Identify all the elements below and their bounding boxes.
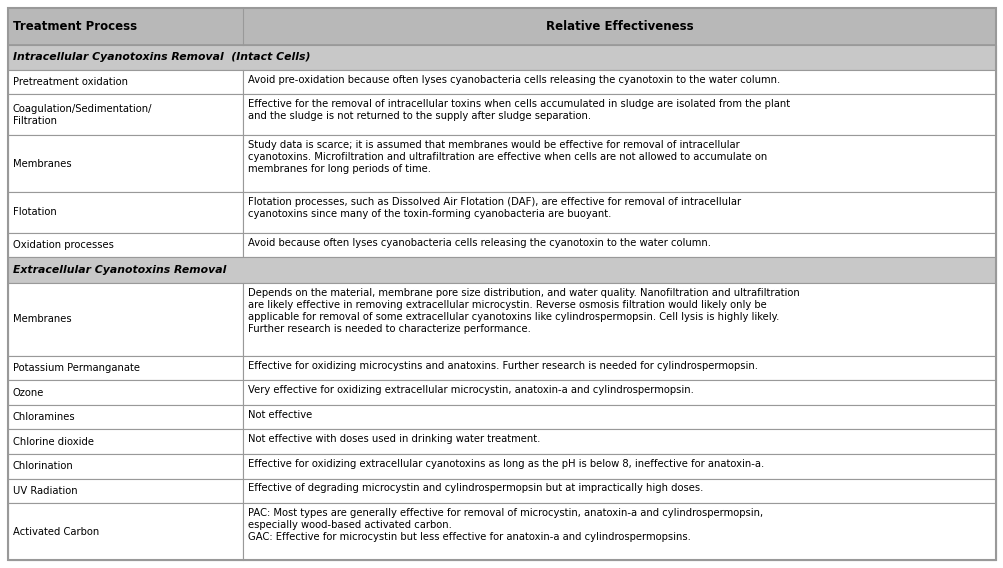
Text: Membranes: Membranes xyxy=(13,314,71,324)
Bar xyxy=(243,135,995,192)
Bar xyxy=(8,478,243,503)
Bar xyxy=(243,233,995,257)
Bar xyxy=(8,405,243,429)
Text: PAC: Most types are generally effective for removal of microcystin, anatoxin-a a: PAC: Most types are generally effective … xyxy=(248,508,762,542)
Text: Effective for the removal of intracellular toxins when cells accumulated in slud: Effective for the removal of intracellul… xyxy=(248,99,789,122)
Bar xyxy=(243,478,995,503)
Bar xyxy=(243,283,995,356)
Text: Oxidation processes: Oxidation processes xyxy=(13,240,113,250)
Text: Chlorination: Chlorination xyxy=(13,461,73,471)
Bar xyxy=(243,429,995,454)
Bar xyxy=(243,454,995,478)
Text: Membranes: Membranes xyxy=(13,158,71,169)
Text: Potassium Permanganate: Potassium Permanganate xyxy=(13,363,139,373)
Bar xyxy=(8,233,243,257)
Text: Study data is scarce; it is assumed that membranes would be effective for remova: Study data is scarce; it is assumed that… xyxy=(248,140,766,174)
Text: Avoid pre-oxidation because often lyses cyanobacteria cells releasing the cyanot: Avoid pre-oxidation because often lyses … xyxy=(248,75,779,85)
Bar xyxy=(243,356,995,380)
Text: Ozone: Ozone xyxy=(13,387,44,398)
Bar xyxy=(243,192,995,233)
Text: Activated Carbon: Activated Carbon xyxy=(13,527,99,537)
Text: Flotation processes, such as Dissolved Air Flotation (DAF), are effective for re: Flotation processes, such as Dissolved A… xyxy=(248,197,740,219)
Bar xyxy=(8,94,243,135)
Text: Intracellular Cyanotoxins Removal  (Intact Cells): Intracellular Cyanotoxins Removal (Intac… xyxy=(13,52,310,62)
Bar xyxy=(8,503,243,560)
Text: Effective for oxidizing microcystins and anatoxins. Further research is needed f: Effective for oxidizing microcystins and… xyxy=(248,361,757,370)
Bar xyxy=(8,454,243,478)
Text: Avoid because often lyses cyanobacteria cells releasing the cyanotoxin to the wa: Avoid because often lyses cyanobacteria … xyxy=(248,237,710,248)
Text: Chloramines: Chloramines xyxy=(13,412,75,422)
Bar xyxy=(8,356,243,380)
Text: Treatment Process: Treatment Process xyxy=(13,20,137,33)
Bar xyxy=(243,380,995,405)
Text: Not effective with doses used in drinking water treatment.: Not effective with doses used in drinkin… xyxy=(248,435,540,444)
Bar xyxy=(8,429,243,454)
Text: Very effective for oxidizing extracellular microcystin, anatoxin-a and cylindros: Very effective for oxidizing extracellul… xyxy=(248,385,693,395)
Bar xyxy=(8,192,243,233)
Text: Extracellular Cyanotoxins Removal: Extracellular Cyanotoxins Removal xyxy=(13,265,226,275)
Text: Relative Effectiveness: Relative Effectiveness xyxy=(546,20,693,33)
Text: Pretreatment oxidation: Pretreatment oxidation xyxy=(13,77,127,87)
Bar xyxy=(243,503,995,560)
Text: Coagulation/Sedimentation/
Filtration: Coagulation/Sedimentation/ Filtration xyxy=(13,104,152,126)
Bar xyxy=(8,283,243,356)
Bar xyxy=(8,44,995,70)
Text: UV Radiation: UV Radiation xyxy=(13,486,77,496)
Bar xyxy=(243,70,995,94)
Bar xyxy=(243,94,995,135)
Text: Effective for oxidizing extracellular cyanotoxins as long as the pH is below 8, : Effective for oxidizing extracellular cy… xyxy=(248,459,763,469)
Text: Flotation: Flotation xyxy=(13,207,57,218)
Bar xyxy=(243,405,995,429)
Bar xyxy=(8,70,243,94)
Text: Not effective: Not effective xyxy=(248,410,312,420)
Bar xyxy=(8,257,995,283)
Bar xyxy=(8,380,243,405)
Bar xyxy=(8,135,243,192)
Text: Depends on the material, membrane pore size distribution, and water quality. Nan: Depends on the material, membrane pore s… xyxy=(248,287,799,333)
Bar xyxy=(8,8,995,44)
Text: Effective of degrading microcystin and cylindrospermopsin but at impractically h: Effective of degrading microcystin and c… xyxy=(248,483,703,494)
Text: Chlorine dioxide: Chlorine dioxide xyxy=(13,437,94,446)
